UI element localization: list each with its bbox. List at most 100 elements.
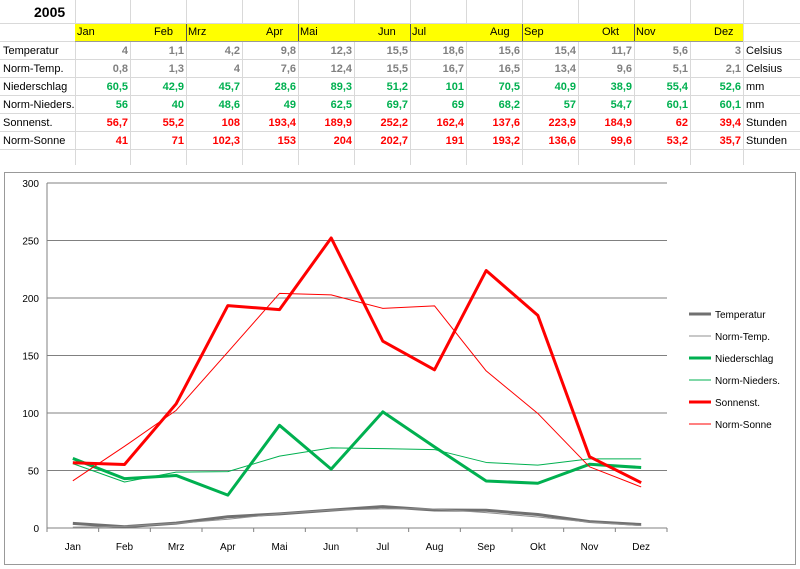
row-label: Sonnenst. — [3, 117, 53, 129]
series-line-norm-temp — [72, 508, 642, 528]
table-cell: 56 — [115, 99, 128, 111]
table-cell: 108 — [221, 117, 240, 129]
table-cell: 68,2 — [498, 99, 520, 111]
month-header-aug: Aug — [490, 26, 510, 38]
table-cell: 18,6 — [442, 45, 464, 57]
month-header-sep: Sep — [524, 26, 544, 38]
month-header-feb: Feb — [154, 26, 173, 38]
header-separator — [410, 24, 411, 41]
x-tick-label: Mai — [271, 542, 287, 553]
month-header-mrz: Mrz — [188, 26, 207, 38]
grid-line — [130, 0, 131, 165]
table-cell: 49 — [283, 99, 296, 111]
legend-label: Norm-Sonne — [715, 420, 772, 431]
spreadsheet-table: 2005 Jan Feb Mrz Apr Mai Jun Jul Aug Sep Okt Nov Dez… — [0, 0, 800, 165]
table-cell: 162,4 — [436, 117, 464, 129]
month-header-jun: Jun — [378, 26, 396, 38]
row-label: Norm-Temp. — [3, 63, 64, 75]
table-cell: 189,9 — [324, 117, 352, 129]
grid-line — [690, 0, 691, 165]
month-header-jul: Jul — [412, 26, 427, 38]
header-separator — [186, 24, 187, 41]
grid-line — [0, 23, 800, 24]
month-header-okt: Okt — [602, 26, 620, 38]
table-cell: 38,9 — [610, 81, 632, 93]
x-tick-label: Sep — [477, 542, 495, 553]
table-cell: 12,4 — [330, 63, 352, 75]
table-cell: 56,7 — [106, 117, 128, 129]
table-cell: 184,9 — [604, 117, 632, 129]
header-separator — [298, 24, 299, 41]
grid-line — [0, 131, 800, 132]
x-tick-label: Okt — [530, 542, 546, 553]
legend-label: Norm-Nieders. — [715, 376, 780, 387]
row-label: Norm-Nieders. — [3, 99, 75, 111]
table-cell: 16,7 — [442, 63, 464, 75]
table-cell: 136,6 — [548, 135, 576, 147]
legend-label: Sonnenst. — [715, 398, 760, 409]
x-tick-label: Feb — [116, 542, 134, 553]
table-cell: 202,7 — [380, 135, 408, 147]
table-cell: 223,9 — [548, 117, 576, 129]
table-cell: 2,1 — [725, 63, 741, 75]
row-label: Temperatur — [3, 45, 59, 57]
grid-line — [354, 0, 355, 165]
table-cell: 13,4 — [554, 63, 576, 75]
x-tick-label: Dez — [632, 542, 650, 553]
grid-line — [0, 149, 800, 150]
table-cell: 204 — [333, 135, 352, 147]
unit-label: Stunden — [746, 117, 787, 129]
grid-line — [634, 0, 635, 165]
table-cell: 15,4 — [554, 45, 576, 57]
table-cell: 39,4 — [719, 117, 741, 129]
x-tick-label: Jan — [65, 542, 81, 553]
y-tick-label: 100 — [22, 409, 39, 420]
y-tick-label: 150 — [22, 352, 39, 363]
table-cell: 42,9 — [162, 81, 184, 93]
unit-label: Celsius — [746, 63, 783, 75]
header-separator — [634, 24, 635, 41]
month-header-apr: Apr — [266, 26, 284, 38]
table-cell: 193,2 — [492, 135, 520, 147]
table-cell: 0,8 — [112, 63, 128, 75]
table-cell: 60,5 — [106, 81, 128, 93]
table-cell: 1,3 — [168, 63, 184, 75]
table-cell: 16,5 — [498, 63, 520, 75]
table-cell: 57 — [563, 99, 576, 111]
unit-label: mm — [746, 99, 765, 111]
grid-line — [522, 0, 523, 165]
table-cell: 191 — [445, 135, 464, 147]
table-cell: 4 — [121, 45, 128, 57]
table-cell: 5,6 — [672, 45, 688, 57]
table-cell: 4 — [233, 63, 240, 75]
table-cell: 89,3 — [330, 81, 352, 93]
row-label: Niederschlag — [3, 81, 68, 93]
series-line-norm-sonne — [72, 292, 642, 488]
grid-line — [242, 0, 243, 165]
unit-label: Stunden — [746, 135, 787, 147]
x-tick-label: Aug — [426, 542, 444, 553]
table-cell: 62 — [675, 117, 688, 129]
table-cell: 4,2 — [224, 45, 240, 57]
x-tick-label: Nov — [581, 542, 599, 553]
table-cell: 9,8 — [280, 45, 296, 57]
legend-label: Norm-Temp. — [715, 332, 770, 343]
grid-line — [75, 0, 76, 165]
line-chart: 0 50 100 150 200 250 300 Jan Feb Mrz Apr Mai Jun Jul A… — [22, 179, 780, 553]
table-cell: 15,6 — [498, 45, 520, 57]
table-cell: 15,5 — [386, 45, 408, 57]
series-line-niederschlag — [72, 410, 642, 497]
y-tick-label: 50 — [28, 467, 40, 478]
table-cell: 12,3 — [330, 45, 352, 57]
table-cell: 3 — [734, 45, 741, 57]
table-cell: 51,2 — [386, 81, 408, 93]
table-cell: 55,2 — [162, 117, 184, 129]
table-cell: 15,5 — [386, 63, 408, 75]
x-tick-label: Mrz — [168, 542, 185, 553]
table-cell: 53,2 — [666, 135, 688, 147]
chart-area: 0 50 100 150 200 250 300 Jan Feb Mrz Apr Mai Jun Jul A… — [4, 172, 796, 565]
table-cell: 55,4 — [666, 81, 688, 93]
table-cell: 28,6 — [274, 81, 296, 93]
table-cell: 99,6 — [610, 135, 632, 147]
month-header-mai: Mai — [300, 26, 318, 38]
